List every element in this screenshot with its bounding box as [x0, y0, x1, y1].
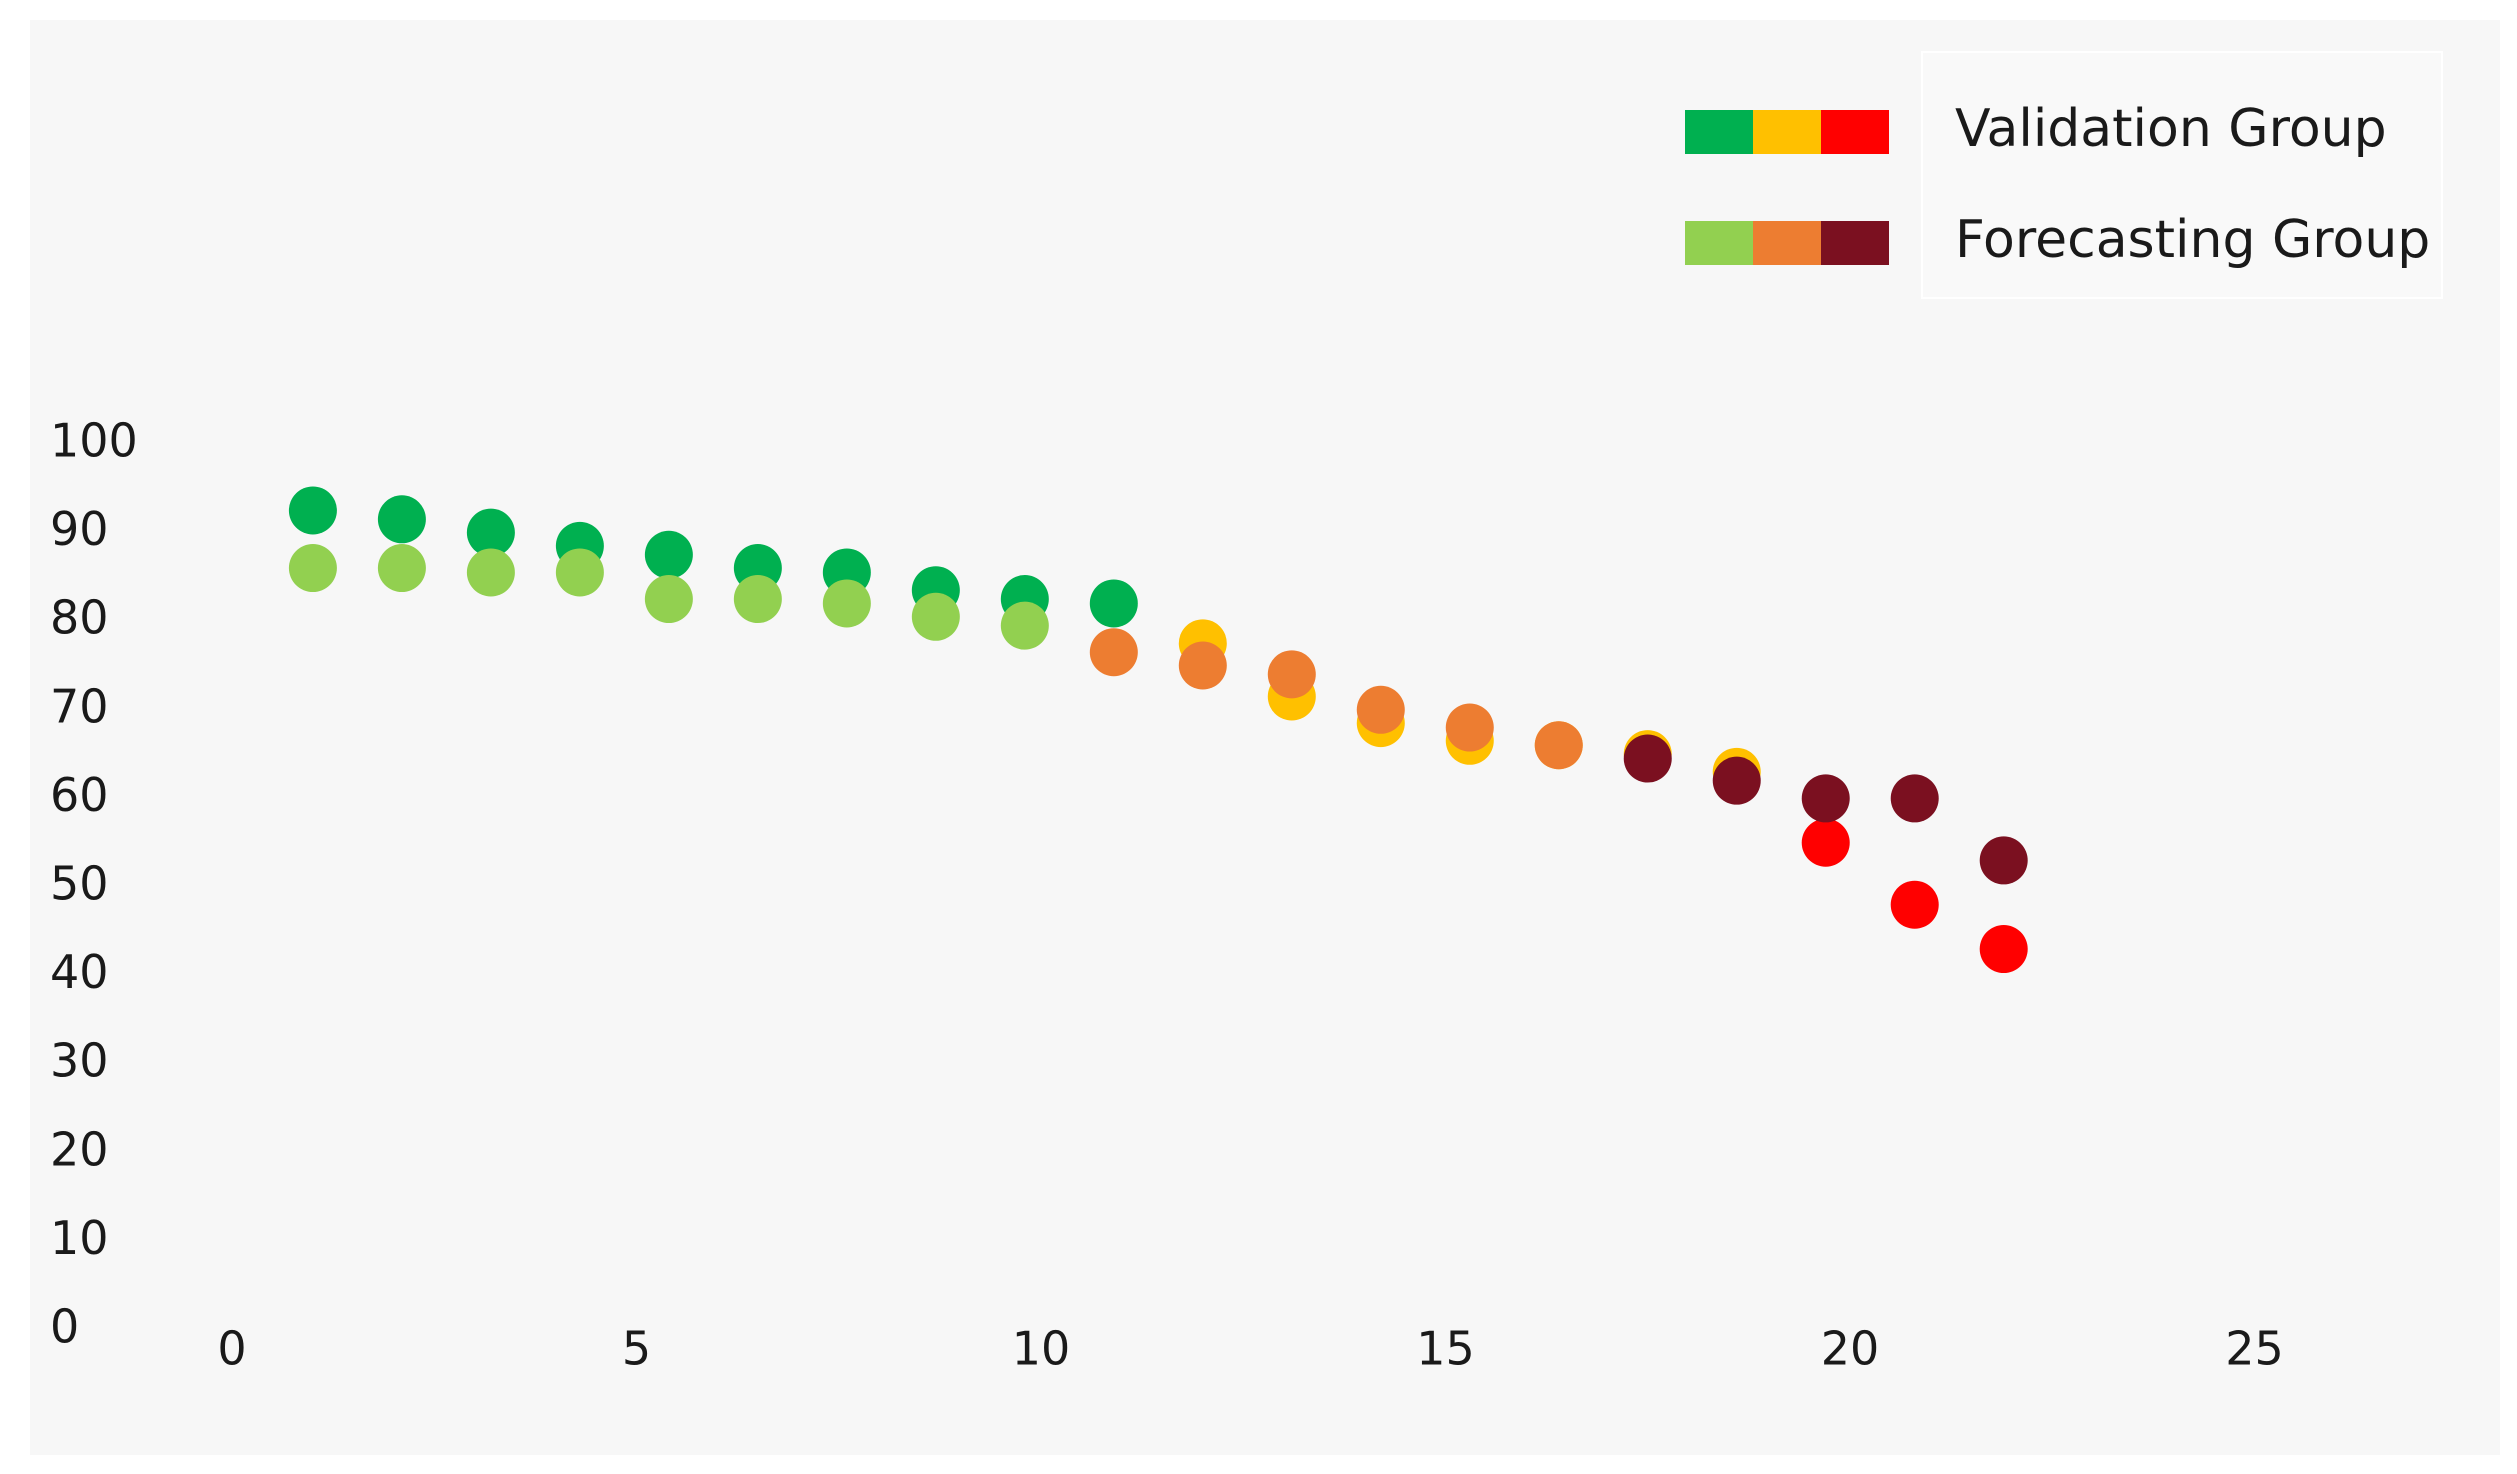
data-point [1356, 685, 1405, 734]
y-tick-label: 100 [50, 414, 138, 468]
legend-label: Validation Group [1955, 99, 2387, 159]
y-tick-label: 0 [50, 1300, 79, 1354]
y-tick-label: 80 [50, 591, 109, 645]
legend-label: Forecasting Group [1955, 210, 2430, 270]
legend-swatch-segment [1685, 221, 1753, 265]
data-point [1178, 641, 1227, 690]
y-tick-label: 90 [50, 502, 109, 556]
legend-swatch [1685, 221, 1889, 265]
y-tick-label: 10 [50, 1211, 109, 1265]
data-point [911, 592, 960, 641]
y-axis-tick-labels: 0 10 20 30 40 50 60 70 80 90 100 [50, 414, 138, 1354]
legend-swatch-segment [1753, 221, 1821, 265]
data-point [466, 548, 515, 597]
data-point [1979, 925, 2028, 974]
data-point [1890, 880, 1939, 929]
x-tick-label: 25 [2225, 1322, 2284, 1376]
y-tick-label: 70 [50, 679, 109, 733]
legend-box [1921, 51, 2443, 299]
x-axis-tick-labels: 0 5 10 15 20 25 [217, 1322, 2283, 1376]
data-point [1890, 774, 1939, 823]
data-point [1801, 774, 1850, 823]
y-tick-label: 30 [50, 1034, 109, 1088]
y-tick-label: 60 [50, 768, 109, 822]
data-point [288, 544, 337, 593]
data-point [1801, 818, 1850, 867]
legend: Validation Group Forecasting Group [1685, 99, 2430, 270]
data-point [1445, 703, 1494, 752]
y-tick-label: 50 [50, 857, 109, 911]
x-tick-label: 0 [217, 1322, 246, 1376]
data-point [1623, 734, 1672, 783]
data-point [822, 579, 871, 628]
x-tick-label: 15 [1416, 1322, 1475, 1376]
data-point [1534, 721, 1583, 770]
data-point [1267, 650, 1316, 699]
legend-entry: Validation Group [1685, 99, 2387, 159]
legend-entry: Forecasting Group [1685, 210, 2430, 270]
data-point [1089, 628, 1138, 677]
y-tick-label: 40 [50, 945, 109, 999]
x-tick-label: 20 [1821, 1322, 1880, 1376]
data-point [288, 486, 337, 535]
data-point [1979, 836, 2028, 885]
data-point [377, 495, 426, 544]
data-point [1000, 601, 1049, 650]
y-tick-label: 20 [50, 1122, 109, 1176]
data-point [644, 575, 693, 624]
data-point [733, 575, 782, 624]
data-point [466, 508, 515, 557]
legend-swatch-segment [1821, 221, 1889, 265]
legend-swatch-segment [1821, 110, 1889, 154]
data-point [1712, 756, 1761, 805]
legend-swatch-segment [1753, 110, 1821, 154]
legend-swatch-segment [1685, 110, 1753, 154]
series-forecasting-group [288, 544, 2028, 885]
data-point [644, 530, 693, 579]
legend-swatch [1685, 110, 1889, 154]
data-point [555, 548, 604, 597]
data-points [288, 486, 2028, 974]
x-tick-label: 10 [1012, 1322, 1071, 1376]
data-point [1089, 579, 1138, 628]
data-point [377, 544, 426, 593]
x-tick-label: 5 [622, 1322, 651, 1376]
